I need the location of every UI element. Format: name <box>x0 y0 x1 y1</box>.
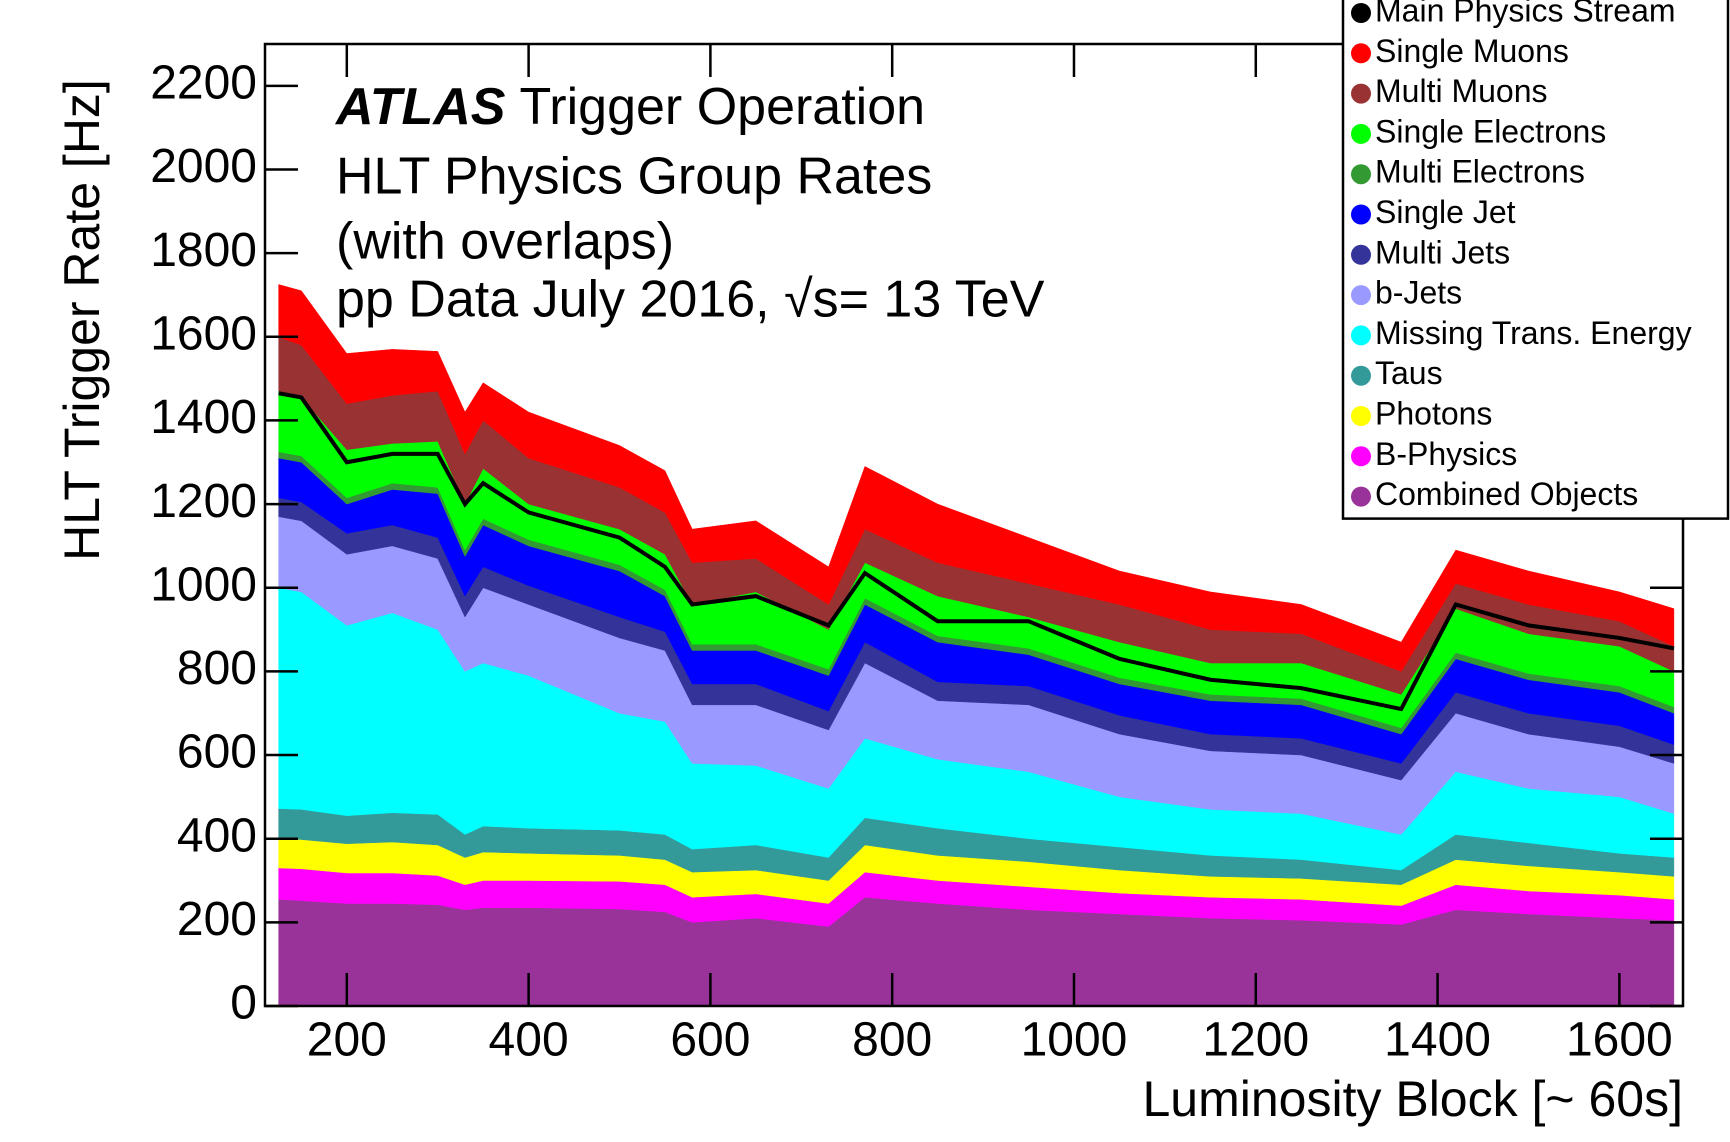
y-tick-label: 1400 <box>150 391 257 444</box>
y-tick-label: 0 <box>230 977 257 1030</box>
legend-marker <box>1351 164 1371 185</box>
legend-marker <box>1351 486 1371 507</box>
legend-label: Multi Jets <box>1375 234 1510 270</box>
y-axis-label: HLT Trigger Rate [Hz] <box>54 79 110 561</box>
plot-frame <box>263 42 1685 1008</box>
legend-marker <box>1351 83 1371 104</box>
legend-label: Single Jet <box>1375 194 1516 230</box>
y-tick-label: 2000 <box>150 140 257 193</box>
legend-label: Multi Muons <box>1375 73 1548 109</box>
legend-marker <box>1351 325 1371 346</box>
legend-marker <box>1351 446 1371 467</box>
x-tick-label: 1600 <box>1566 1014 1673 1067</box>
legend-label: Single Muons <box>1375 33 1569 69</box>
y-tick-label: 400 <box>177 809 257 862</box>
annotation: HLT Physics Group Rates <box>336 148 932 206</box>
overlay: 0 200 400 600 800 1000 1200 1400 1600 1800 2000 220… <box>54 0 1730 1127</box>
y-tick-label: 2200 <box>150 56 257 109</box>
x-tick-label: 400 <box>489 1014 569 1067</box>
legend-marker <box>1351 204 1371 225</box>
legend-marker <box>1351 365 1371 386</box>
legend-marker <box>1351 406 1371 426</box>
line <box>278 391 1675 712</box>
legend-label: Photons <box>1375 395 1492 431</box>
annotation: ATLAS Trigger Operation <box>334 78 925 136</box>
x-tick-label: 200 <box>307 1014 387 1067</box>
x-axis-label: Luminosity Block [~ 60s] <box>1142 1071 1683 1127</box>
legend-marker <box>1351 123 1371 144</box>
y-tick-label: 1000 <box>150 558 257 611</box>
y-tick-label: 800 <box>177 642 257 695</box>
legend-label: b-Jets <box>1375 275 1462 311</box>
y-tick-label: 600 <box>177 726 257 779</box>
atlas-label: ATLAS <box>334 78 506 136</box>
annotation: pp Data July 2016, √s= 13 TeV <box>336 271 1045 329</box>
legend-label: Main Physics Stream <box>1375 0 1676 28</box>
legend-marker <box>1351 285 1371 306</box>
legend-marker <box>1351 43 1371 64</box>
x-tick-label: 600 <box>670 1014 750 1067</box>
x-tick-label: 1400 <box>1384 1014 1491 1067</box>
annotation: (with overlaps) <box>336 213 674 271</box>
legend-label: B-Physics <box>1375 436 1517 472</box>
legend-box <box>1341 0 1730 520</box>
plot-area <box>278 284 1675 1007</box>
legend-label: Multi Electrons <box>1375 154 1585 190</box>
legend-label: Missing Trans. Energy <box>1375 315 1692 351</box>
legend-marker <box>1351 3 1371 23</box>
area <box>278 284 1675 672</box>
legend-label: Taus <box>1375 355 1443 391</box>
area <box>278 896 1675 1007</box>
annotation-text: Trigger Operation <box>519 78 925 136</box>
y-tick-label: 200 <box>177 893 257 946</box>
y-tick-label: 1600 <box>150 307 257 360</box>
legend-label: Single Electrons <box>1375 113 1606 149</box>
y-tick-label: 1200 <box>150 475 257 528</box>
x-tick-label: 1000 <box>1021 1014 1128 1067</box>
legend-marker <box>1351 244 1371 265</box>
x-tick-label: 800 <box>852 1014 932 1067</box>
x-tick-label: 1200 <box>1202 1014 1309 1067</box>
y-tick-label: 1800 <box>150 224 257 277</box>
legend-label: Combined Objects <box>1375 476 1638 512</box>
